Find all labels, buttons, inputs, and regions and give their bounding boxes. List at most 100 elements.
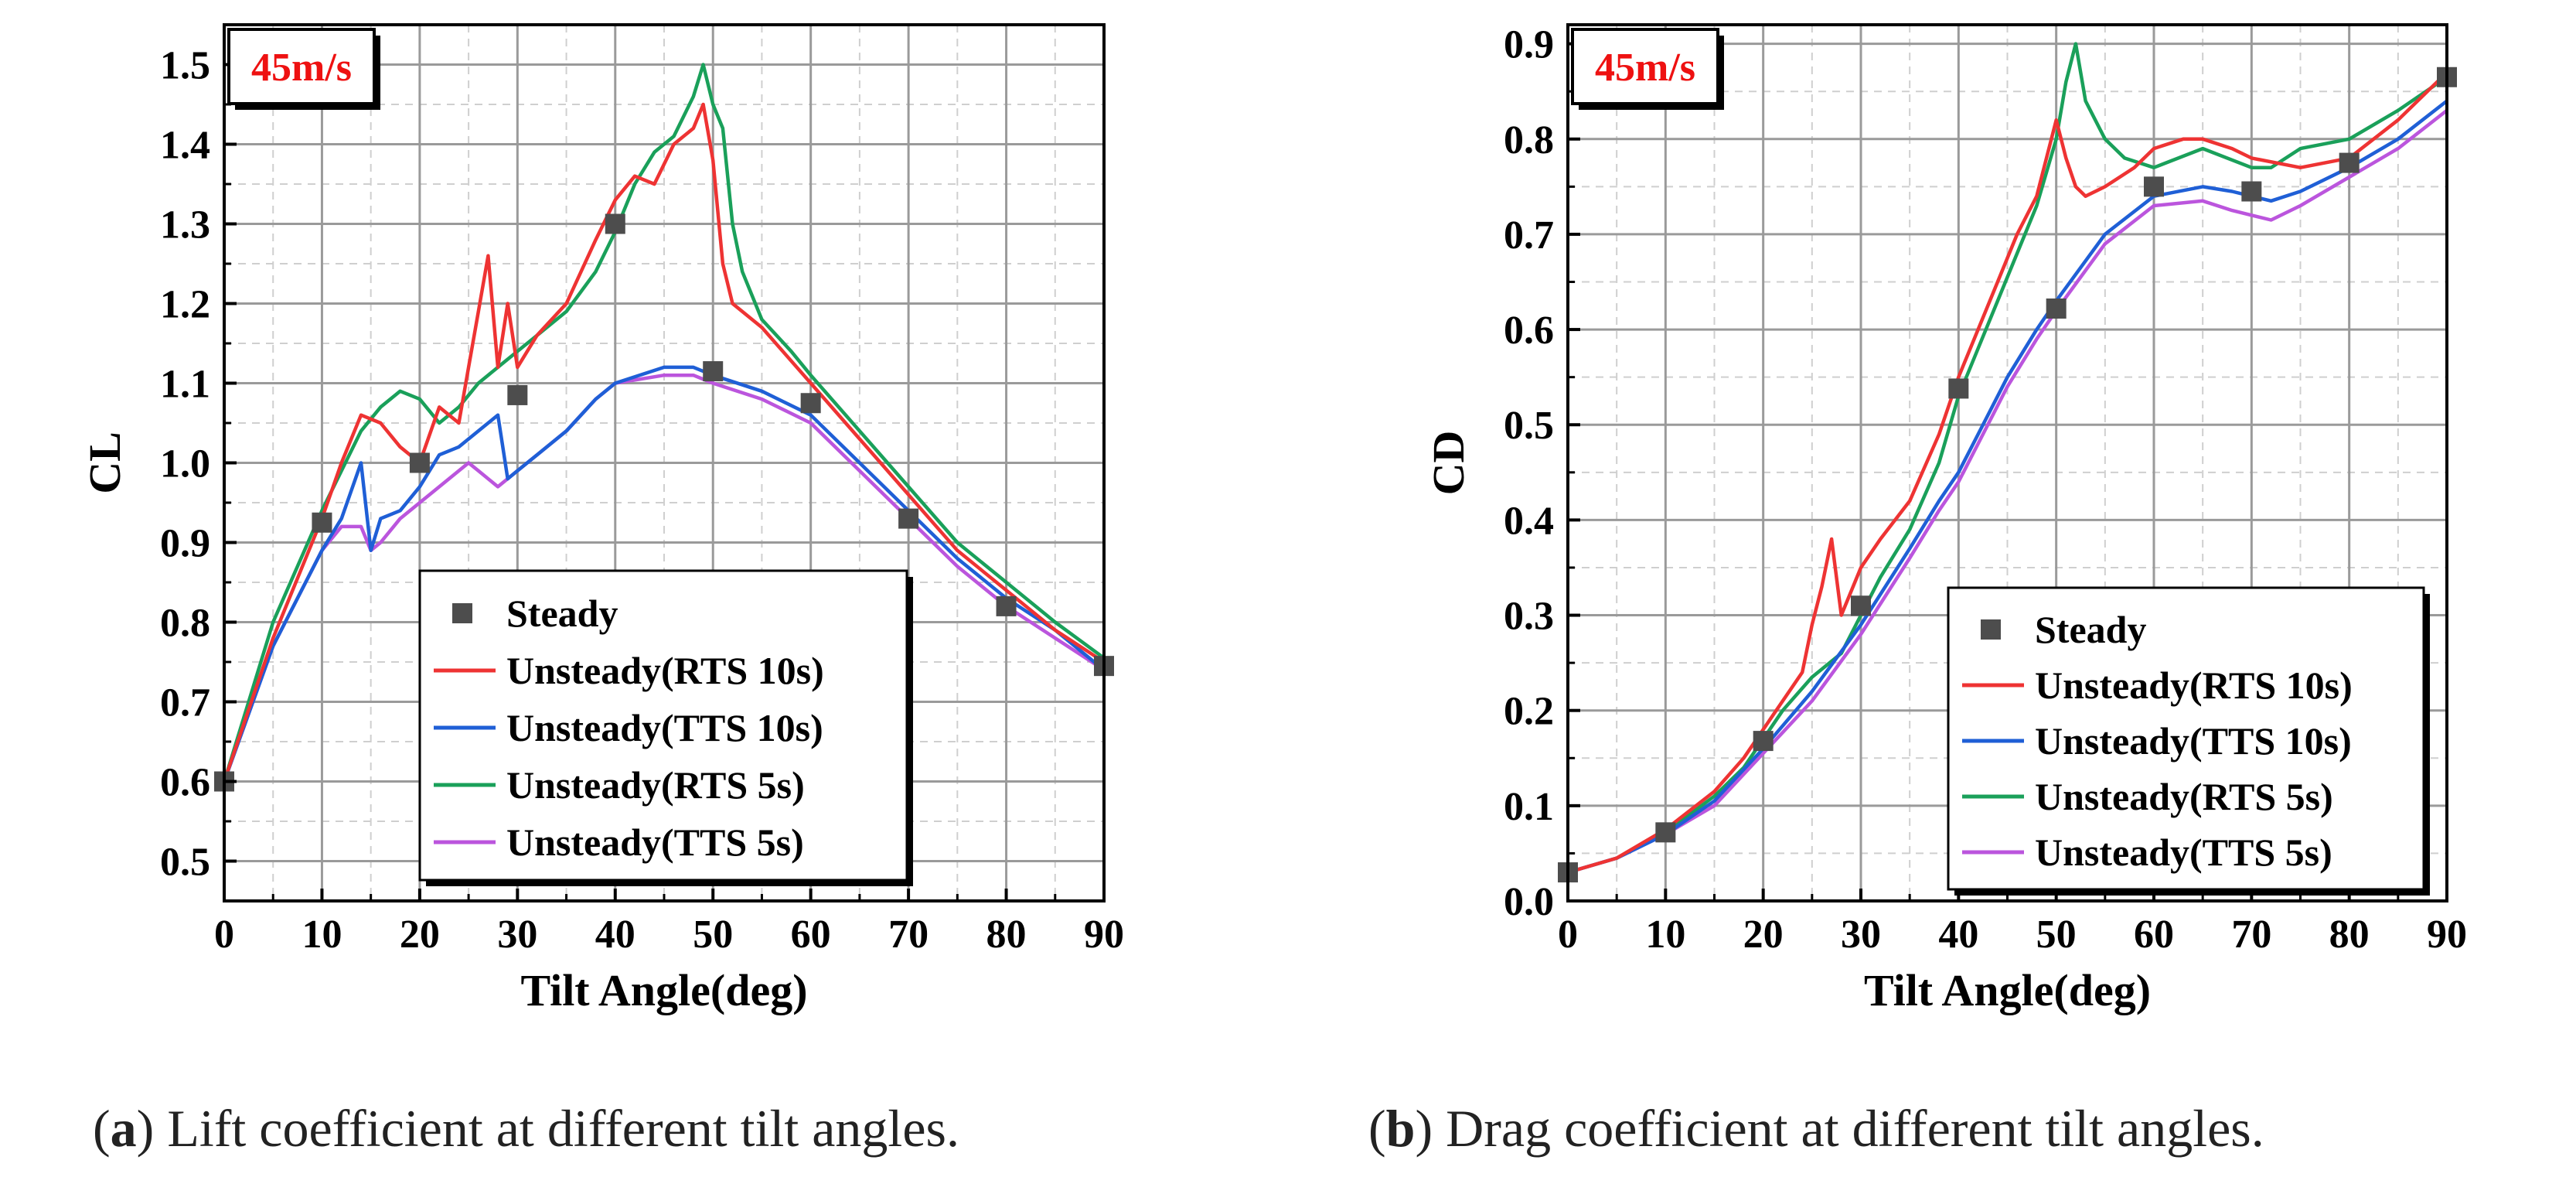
lift-steady-point bbox=[605, 213, 625, 234]
drag-legend-label-rts-5s: Unsteady(RTS 5s) bbox=[2035, 775, 2333, 818]
drag-badge-text: 45m/s bbox=[1595, 46, 1695, 90]
drag-y-tick-label: 0.7 bbox=[1504, 213, 1554, 258]
lift-ticks bbox=[223, 63, 1106, 901]
lift-y-tick-label: 1.3 bbox=[160, 203, 210, 247]
drag-x-tick-label: 80 bbox=[2329, 913, 2370, 957]
lift-x-tick-label: 10 bbox=[302, 913, 342, 957]
lift-steady-point bbox=[898, 508, 919, 529]
drag-steady-point bbox=[1948, 378, 1969, 399]
lift-minor-grid bbox=[224, 25, 1104, 901]
lift-y-tick-label: 1.2 bbox=[160, 283, 210, 327]
caption-lift-letter: a bbox=[110, 1099, 137, 1158]
drag-steady-point bbox=[2241, 181, 2262, 202]
lift-x-tick-label: 70 bbox=[888, 913, 929, 957]
lift-series-lines bbox=[224, 63, 1104, 783]
lift-y-tick-label: 1.0 bbox=[160, 442, 210, 486]
lift-y-axis-label: CL bbox=[80, 432, 130, 494]
drag-y-tick-label: 0.5 bbox=[1504, 404, 1554, 448]
lift-legend-swatch-steady bbox=[452, 603, 472, 623]
caption-drag-text: Drag coefficient at different tilt angle… bbox=[1446, 1099, 2264, 1158]
drag-badge-box bbox=[1571, 28, 1719, 105]
drag-legend-label-tts-10s: Unsteady(TTS 10s) bbox=[2035, 719, 2352, 763]
lift-series-rts-5s bbox=[224, 63, 1104, 783]
lift-legend-label-rts-10s: Unsteady(RTS 10s) bbox=[506, 649, 824, 692]
drag-legend: Steady Unsteady(RTS 10s) Unsteady(TTS 10s)… bbox=[1947, 586, 2430, 896]
lift-y-tick-label: 0.5 bbox=[160, 841, 210, 885]
drag-x-tick-label: 30 bbox=[1841, 913, 1881, 957]
lift-series-tts-10s bbox=[224, 365, 1104, 783]
drag-y-tick-label: 0.3 bbox=[1504, 595, 1554, 639]
drag-series-lines bbox=[1568, 42, 2447, 875]
drag-x-tick-label: 70 bbox=[2231, 913, 2271, 957]
drag-steady-point bbox=[1753, 731, 1774, 752]
drag-x-tick-label: 20 bbox=[1743, 913, 1784, 957]
lift-legend-box bbox=[418, 569, 908, 882]
lift-x-tick-label: 40 bbox=[595, 913, 635, 957]
drag-x-axis-label: Tilt Angle(deg) bbox=[1864, 965, 2151, 1015]
drag-steady-markers bbox=[1558, 67, 2457, 883]
drag-y-tick-label: 0.0 bbox=[1504, 880, 1554, 924]
drag-legend-label-steady: Steady bbox=[2035, 608, 2146, 651]
lift-steady-point bbox=[409, 452, 430, 473]
drag-x-tick-label: 50 bbox=[2036, 913, 2077, 957]
lift-y-tick-label: 0.8 bbox=[160, 602, 210, 646]
lift-chart: 0 10 20 30 40 50 60 70 80 90 0.5 0.6 0.7 0.8 0.9 1.0 1.1… bbox=[80, 23, 1124, 1015]
drag-y-tick-label: 0.1 bbox=[1504, 785, 1554, 829]
lift-steady-point bbox=[312, 512, 332, 533]
lift-legend: Steady Unsteady(RTS 10s) Unsteady(TTS 10s)… bbox=[418, 569, 913, 886]
lift-steady-point bbox=[703, 361, 724, 382]
lift-legend-label-tts-5s: Unsteady(TTS 5s) bbox=[506, 821, 804, 864]
drag-series-rts-10s bbox=[1568, 70, 2447, 875]
drag-steady-point bbox=[2144, 176, 2164, 197]
caption-lift: (a) Lift coefficient at different tilt a… bbox=[93, 1099, 959, 1158]
drag-series-rts-5s bbox=[1568, 42, 2447, 875]
lift-steady-point bbox=[996, 595, 1017, 616]
lift-y-tick-label: 0.7 bbox=[160, 681, 210, 725]
lift-badge-text: 45m/s bbox=[251, 46, 352, 90]
drag-legend-label-rts-10s: Unsteady(RTS 10s) bbox=[2035, 664, 2353, 707]
lift-legend-label-tts-10s: Unsteady(TTS 10s) bbox=[506, 706, 823, 749]
lift-y-tick-label: 1.4 bbox=[160, 124, 210, 168]
drag-steady-point bbox=[1851, 595, 1871, 616]
drag-y-tick-label: 0.6 bbox=[1504, 309, 1554, 353]
lift-x-tick-label: 80 bbox=[986, 913, 1027, 957]
lift-x-tick-label: 50 bbox=[693, 913, 733, 957]
lift-legend-label-steady: Steady bbox=[506, 592, 618, 635]
lift-series-rts-10s bbox=[224, 102, 1104, 783]
drag-x-tick-label: 0 bbox=[1558, 913, 1578, 957]
drag-y-tick-label: 0.4 bbox=[1504, 499, 1554, 543]
lift-x-axis-label: Tilt Angle(deg) bbox=[520, 965, 807, 1015]
lift-y-tick-label: 0.6 bbox=[160, 761, 210, 805]
lift-x-tick-label: 0 bbox=[214, 913, 234, 957]
drag-x-tick-label: 10 bbox=[1645, 913, 1685, 957]
lift-x-tick-label: 60 bbox=[791, 913, 831, 957]
drag-chart: 0 10 20 30 40 50 60 70 80 90 0.0 0.1 0.2 0.3 0.4 0.5 0.6… bbox=[1423, 23, 2467, 1015]
lift-y-tick-label: 1.5 bbox=[160, 44, 210, 88]
lift-y-tick-label: 1.1 bbox=[160, 363, 210, 407]
drag-legend-box bbox=[1947, 586, 2425, 891]
drag-x-tick-label: 40 bbox=[1938, 913, 1978, 957]
lift-steady-point bbox=[800, 393, 821, 414]
drag-steady-point bbox=[1655, 822, 1676, 843]
drag-y-axis-label: CD bbox=[1423, 431, 1474, 496]
drag-y-tick-label: 0.8 bbox=[1504, 118, 1554, 162]
caption-drag: (b) Drag coefficient at different tilt a… bbox=[1368, 1099, 2264, 1158]
lift-y-tick-label: 0.9 bbox=[160, 522, 210, 566]
drag-steady-point bbox=[2339, 152, 2360, 173]
lift-x-tick-label: 30 bbox=[497, 913, 537, 957]
drag-x-tick-label: 60 bbox=[2134, 913, 2174, 957]
lift-x-tick-label: 20 bbox=[400, 913, 440, 957]
lift-x-tick-label: 90 bbox=[1084, 913, 1124, 957]
drag-x-tick-label: 90 bbox=[2427, 913, 2467, 957]
drag-steady-point bbox=[2046, 298, 2067, 319]
drag-y-tick-label: 0.9 bbox=[1504, 23, 1554, 67]
lift-steady-markers bbox=[214, 213, 1114, 792]
caption-drag-letter: b bbox=[1385, 1099, 1416, 1158]
drag-legend-label-tts-5s: Unsteady(TTS 5s) bbox=[2035, 831, 2332, 874]
drag-series-tts-5s bbox=[1568, 109, 2447, 875]
drag-y-tick-label: 0.2 bbox=[1504, 690, 1554, 734]
drag-series-tts-10s bbox=[1568, 99, 2447, 875]
lift-legend-label-rts-5s: Unsteady(RTS 5s) bbox=[506, 763, 805, 807]
drag-legend-swatch-steady bbox=[1981, 619, 2001, 640]
